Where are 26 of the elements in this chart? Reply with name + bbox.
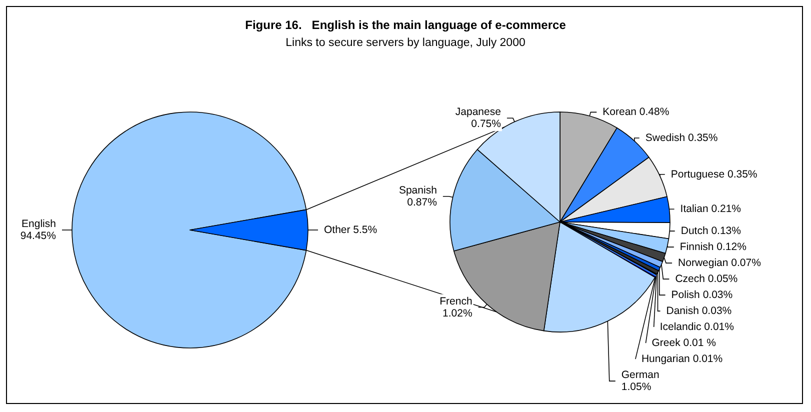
slice-label: Danish 0.03% [666, 305, 732, 318]
text: Figure 16. English is the main language of e-commerce [245, 18, 566, 32]
slice-label: Dutch 0.13% [680, 225, 741, 238]
slice-label: Polish 0.03% [671, 289, 733, 302]
slice-label: German [621, 369, 660, 382]
slice-label: Korean 0.48% [602, 106, 670, 118]
slice-label: Other 5.5% [324, 224, 378, 236]
slice-label: Icelandic 0.01% [660, 321, 734, 334]
slice-label: Italian 0.21% [680, 203, 742, 216]
slice-label: Portuguese 0.35% [670, 168, 758, 180]
data-label: 0.87% [407, 196, 437, 208]
slice-label: Japanese [455, 106, 502, 118]
data-label: 94.45% [20, 230, 56, 242]
data-label: 1.02% [442, 307, 472, 320]
slice-label: Greek 0.01 % [652, 337, 716, 350]
slice-label: French [440, 295, 472, 308]
slice-label: Norwegian 0.07% [678, 257, 761, 270]
data-label: 0.75% [471, 118, 501, 130]
slice-label: Czech 0.05% [675, 273, 738, 286]
text: Links to secure servers by language, July 2000 [286, 37, 526, 49]
slice-label: English [22, 218, 56, 230]
slice-label: Swedish 0.35% [645, 132, 718, 144]
slice-label: Spanish [398, 184, 438, 196]
slice-label: Hungarian 0.01% [641, 353, 723, 366]
slice-label: Finnish 0.12% [680, 241, 746, 254]
data-label: 1.05% [621, 381, 652, 394]
